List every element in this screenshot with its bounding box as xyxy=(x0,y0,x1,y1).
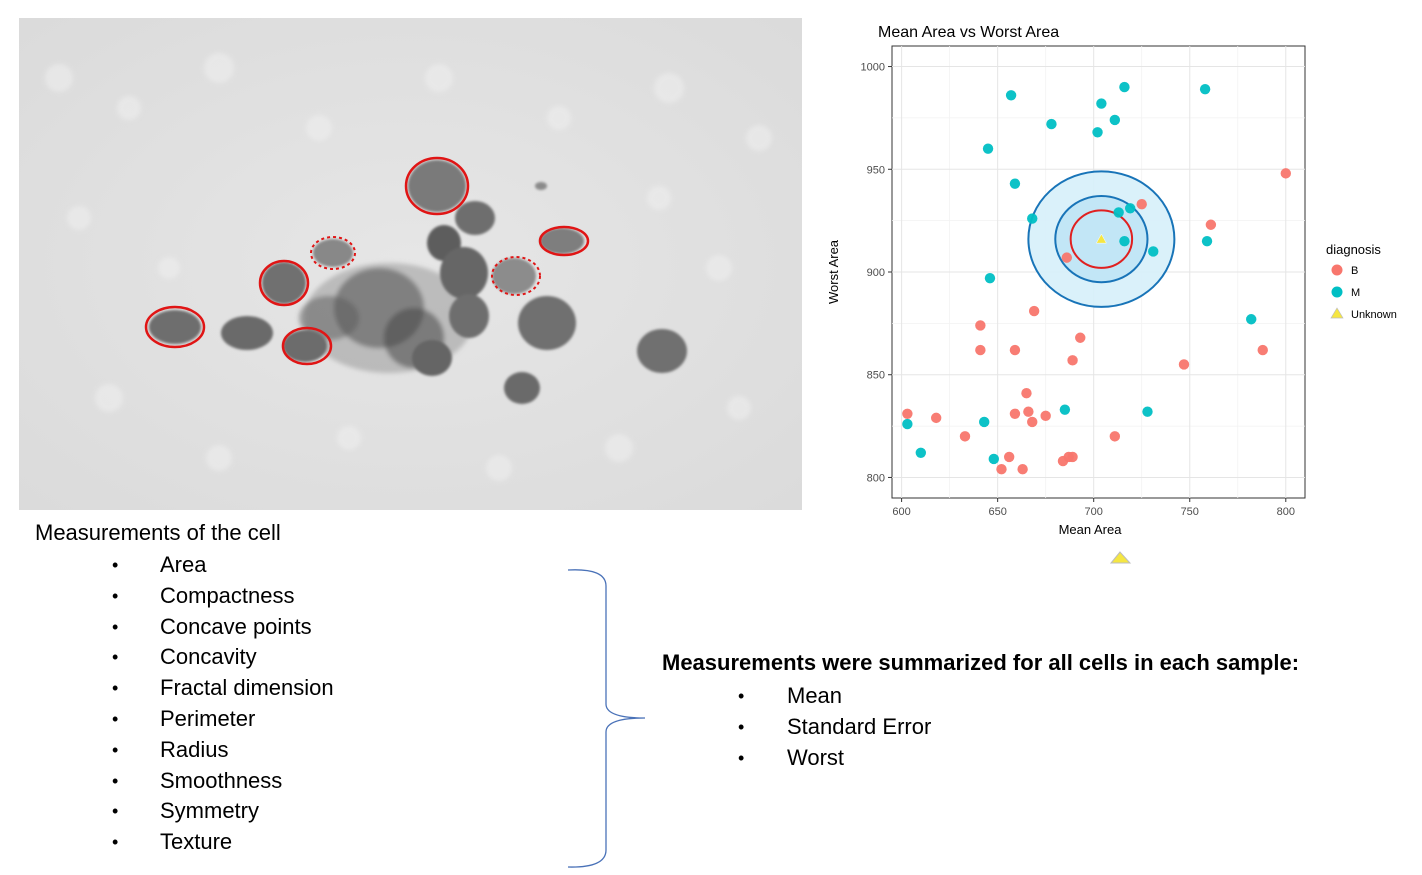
point-m xyxy=(1119,81,1130,93)
legend-key-m xyxy=(1331,286,1343,298)
point-b xyxy=(1257,344,1268,356)
legend: diagnosis BM Unknown xyxy=(1326,242,1397,321)
list-item: Symmetry xyxy=(108,796,334,827)
legend-label-b: B xyxy=(1351,265,1358,277)
summary-title: Measurements were summarized for all cel… xyxy=(662,650,1300,675)
list-item: Mean xyxy=(734,681,931,712)
legend-label-unknown: Unknown xyxy=(1351,309,1397,321)
unknown-marker-offplot xyxy=(1109,551,1132,564)
data-points xyxy=(902,81,1291,475)
y-tick-label: 950 xyxy=(867,164,885,176)
legend-title: diagnosis xyxy=(1326,242,1381,257)
point-b xyxy=(1075,332,1086,343)
point-b xyxy=(1067,451,1078,463)
summary-list: Mean Standard Error Worst xyxy=(734,681,931,773)
measurements-list: Area Compactness Concave points Concavit… xyxy=(108,550,334,858)
y-axis-label: Worst Area xyxy=(826,239,841,304)
x-tick-label: 700 xyxy=(1085,506,1103,518)
x-tick-label: 600 xyxy=(892,506,910,518)
list-item: Compactness xyxy=(108,581,334,612)
list-item: Concave points xyxy=(108,612,334,643)
point-b xyxy=(1021,388,1032,399)
point-b xyxy=(1109,431,1121,442)
point-b xyxy=(1009,344,1021,356)
point-b xyxy=(959,431,971,442)
point-b xyxy=(975,320,986,331)
point-m xyxy=(1109,114,1121,126)
point-b xyxy=(1027,416,1038,428)
point-m xyxy=(1124,203,1136,214)
point-m xyxy=(988,453,1000,465)
point-m xyxy=(1142,406,1153,417)
point-b xyxy=(1178,359,1190,370)
list-item: Standard Error xyxy=(734,712,931,743)
list-item: Concavity xyxy=(108,642,334,673)
point-m xyxy=(1113,207,1124,218)
point-b xyxy=(1040,410,1051,422)
point-b xyxy=(1061,252,1073,263)
point-m xyxy=(1027,213,1038,224)
point-b xyxy=(902,408,913,419)
point-m xyxy=(1119,235,1130,247)
chart-title: Mean Area vs Worst Area xyxy=(878,24,1059,41)
point-m xyxy=(982,143,994,154)
point-b xyxy=(996,464,1007,475)
point-b xyxy=(1003,451,1015,463)
cell-microscopy-image xyxy=(19,18,802,510)
point-b xyxy=(1280,168,1291,179)
list-item: Radius xyxy=(108,735,334,766)
point-m xyxy=(1246,314,1257,325)
point-b xyxy=(975,344,986,356)
y-tick-label: 1000 xyxy=(861,62,885,74)
point-m xyxy=(1201,235,1213,247)
x-axis-label: Mean Area xyxy=(1059,522,1123,537)
point-b xyxy=(1205,219,1217,230)
legend-key-unknown xyxy=(1330,307,1344,319)
measurements-title: Measurements of the cell xyxy=(35,520,281,545)
point-b xyxy=(1017,464,1028,475)
point-m xyxy=(1092,127,1103,138)
point-m xyxy=(1148,246,1159,257)
curly-brace xyxy=(567,569,646,868)
point-m xyxy=(1009,178,1021,189)
point-m xyxy=(915,447,927,458)
point-m xyxy=(902,418,913,430)
y-tick-label: 900 xyxy=(867,267,885,279)
point-m xyxy=(979,416,990,428)
point-m xyxy=(1096,98,1107,109)
y-tick-label: 850 xyxy=(867,370,885,382)
point-b xyxy=(1023,406,1034,417)
point-m xyxy=(1059,404,1071,415)
x-tick-label: 750 xyxy=(1181,506,1199,518)
list-item: Perimeter xyxy=(108,704,334,735)
legend-key-b xyxy=(1331,264,1343,276)
point-b xyxy=(1136,199,1147,210)
y-tick-label: 800 xyxy=(867,472,885,484)
point-b xyxy=(930,412,942,424)
point-m xyxy=(984,272,996,284)
list-item: Worst xyxy=(734,743,931,774)
list-item: Area xyxy=(108,550,334,581)
point-m xyxy=(1005,90,1017,101)
point-m xyxy=(1046,118,1057,130)
scatter-chart: Mean Area vs Worst Area 600 650 700 750 800 8… xyxy=(826,24,1397,564)
list-item: Smoothness xyxy=(108,766,334,797)
list-item: Texture xyxy=(108,827,334,858)
point-b xyxy=(1028,305,1040,317)
x-tick-label: 800 xyxy=(1277,506,1295,518)
legend-label-m: M xyxy=(1351,287,1360,299)
point-m xyxy=(1199,83,1211,95)
axis-ticks: 600 650 700 750 800 800 850 900 950 1000 xyxy=(861,62,1295,518)
point-b xyxy=(1009,408,1021,419)
point-unknown xyxy=(1095,233,1107,244)
point-b xyxy=(1067,355,1078,366)
x-tick-label: 650 xyxy=(988,506,1006,518)
list-item: Fractal dimension xyxy=(108,673,334,704)
confidence-ellipse-3 xyxy=(1069,209,1134,269)
